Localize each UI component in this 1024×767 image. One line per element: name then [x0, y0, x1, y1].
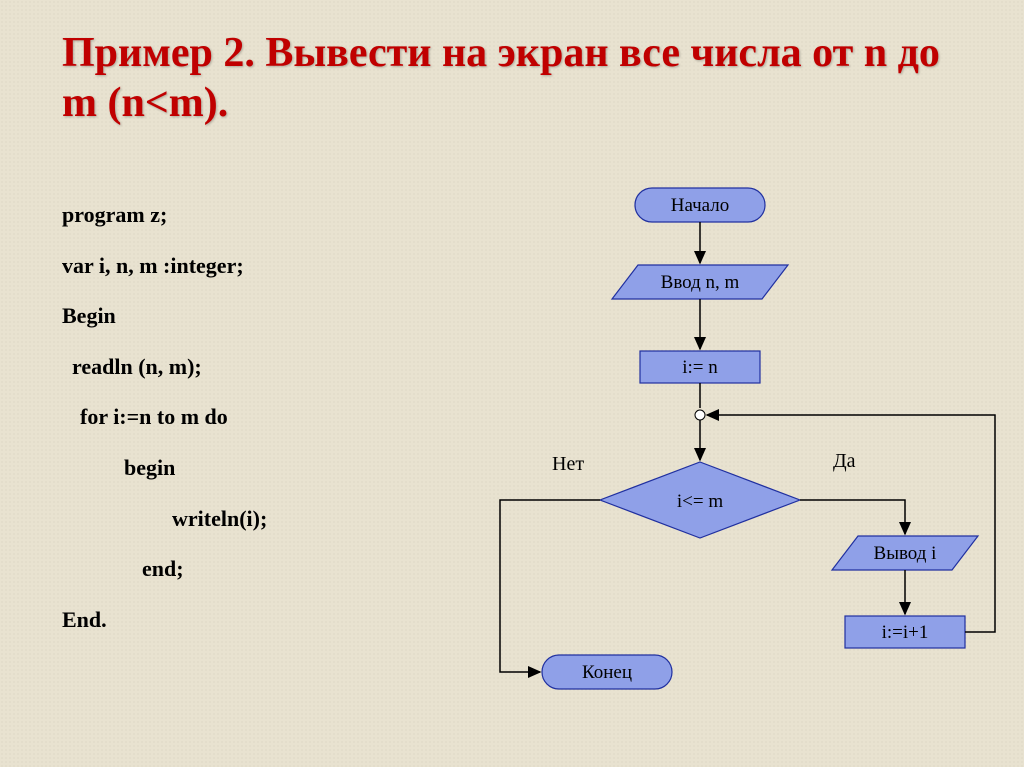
node-assign-label: i:= n	[682, 357, 718, 378]
node-start-label: Начало	[671, 195, 730, 216]
edge-label-yes: Да	[833, 450, 856, 472]
node-output-label: Вывод i	[874, 543, 937, 564]
node-end-label: Конец	[582, 662, 632, 683]
junction	[695, 410, 705, 420]
edge-loop	[707, 415, 995, 632]
node-incr-label: i:=i+1	[882, 622, 929, 643]
edge-yes	[800, 500, 905, 534]
node-decision-label: i<= m	[677, 491, 723, 512]
edge-label-no: Нет	[552, 453, 584, 475]
edge-no	[500, 500, 600, 672]
node-input-label: Ввод n, m	[661, 272, 740, 293]
flowchart: Начало Ввод n, m i:= n i<= m Да Нет Выво…	[0, 0, 1024, 767]
